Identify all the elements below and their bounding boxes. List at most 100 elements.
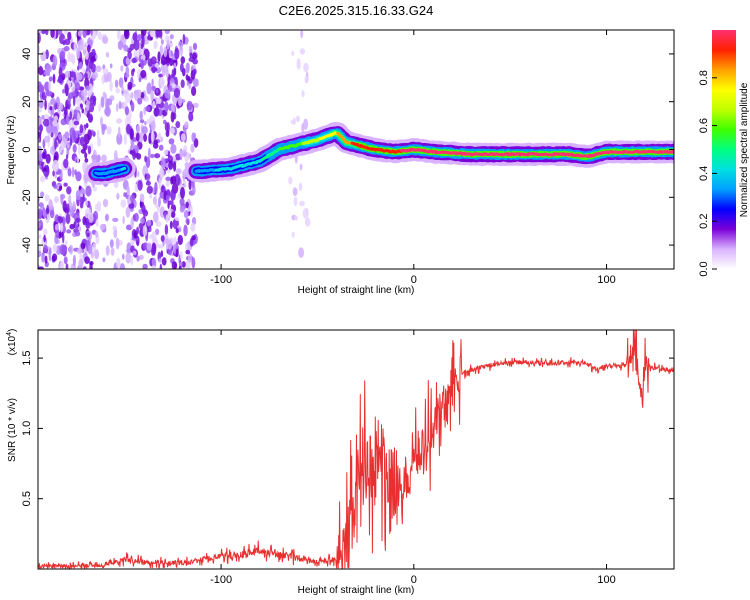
snr-x-tick-label: 0 bbox=[411, 574, 417, 586]
snr-ticks: -100 0 100 0.5 1.0 1.5 bbox=[21, 330, 674, 586]
spectrogram-noise-cell bbox=[303, 62, 309, 73]
spectrogram-noise-cell bbox=[146, 242, 152, 251]
spectrogram-noise-cell bbox=[53, 115, 59, 122]
spectrogram-noise-cell bbox=[165, 130, 170, 138]
spectrogram-noise-cell bbox=[140, 58, 145, 70]
spectrogram-noise-cell bbox=[120, 199, 127, 208]
spectrogram-noise-cell bbox=[183, 180, 187, 189]
spectrogram-noise-cell bbox=[116, 30, 121, 41]
spectrogram-noise-cell bbox=[124, 106, 129, 116]
spectrogram-noise-cell bbox=[170, 111, 175, 123]
spectrogram-noise-cell bbox=[173, 87, 181, 99]
spectrogram-noise-cell bbox=[304, 217, 311, 227]
spectrogram-noise-cell bbox=[292, 187, 298, 197]
spec-y-tick-label: -20 bbox=[21, 189, 33, 205]
spectrogram-noise-cell bbox=[185, 201, 189, 209]
spec-y-tick-label: 20 bbox=[21, 96, 33, 108]
spectrogram-noise-cell bbox=[85, 200, 88, 207]
spectrogram-noise-cell bbox=[81, 89, 88, 97]
colorbar-tick-label: 0.6 bbox=[698, 118, 710, 133]
spectrogram-noise-cell bbox=[82, 216, 87, 226]
spectrogram-noise-cell bbox=[150, 89, 154, 102]
spectrogram-noise-cell bbox=[135, 132, 140, 142]
spectrogram-noise-cell bbox=[143, 39, 149, 45]
spectrogram-noise-cell bbox=[102, 198, 109, 208]
spectrogram-noise-cell bbox=[41, 88, 45, 94]
spectrogram-noise-cell bbox=[151, 66, 158, 72]
spectrogram-noise-cell bbox=[50, 98, 56, 105]
spectrogram-noise-cell bbox=[140, 48, 144, 54]
spectrogram-noise-cell bbox=[46, 124, 53, 134]
spectrogram-noise-cell bbox=[63, 30, 68, 35]
spectrogram-noise-cell bbox=[69, 223, 75, 230]
spectrogram-noise-cell bbox=[158, 144, 164, 151]
spectrogram-noise-cell bbox=[293, 196, 298, 207]
spectrogram-noise-cell bbox=[187, 253, 193, 263]
spectrogram-noise-cell bbox=[180, 62, 184, 73]
spectrogram-noise-cell bbox=[54, 137, 57, 150]
spectrogram-noise-cell bbox=[184, 121, 189, 129]
spectrogram-noise-cell bbox=[160, 250, 164, 258]
spectrogram-noise-cell bbox=[180, 251, 183, 260]
chart-title: C2E6.2025.315.16.33.G24 bbox=[279, 3, 434, 18]
spectrogram-noise-cell bbox=[102, 64, 106, 70]
spectrogram-noise-cell bbox=[171, 211, 176, 219]
spectrogram-noise-cell bbox=[106, 98, 113, 106]
spectrogram-noise-cell bbox=[299, 163, 303, 171]
snr-y-multiplier-base: (x10 bbox=[7, 335, 18, 355]
spectrogram-noise-cell bbox=[175, 168, 182, 175]
spectrogram-noise-cell bbox=[85, 99, 90, 112]
spectrogram-noise-cell bbox=[167, 208, 172, 219]
snr-y-axis-label: SNR (10 * v/v) bbox=[7, 398, 18, 462]
spectrogram-noise-cell bbox=[77, 144, 81, 156]
spectrogram-noise-cell bbox=[303, 118, 308, 131]
spectrogram-noise-cell bbox=[126, 185, 130, 196]
spectrogram-noise-cell bbox=[106, 71, 112, 82]
spectrogram-noise-cell bbox=[116, 133, 123, 145]
spectrogram-noise-cell bbox=[105, 52, 110, 58]
spectrogram-noise-cell bbox=[60, 194, 64, 205]
spec-y-tick-label: 0 bbox=[21, 146, 33, 152]
spectrogram-noise-cell bbox=[76, 47, 80, 59]
spectrogram-noise-cell bbox=[168, 49, 172, 59]
spectrogram-noise-cell bbox=[177, 96, 183, 107]
spectrogram-noise-cell bbox=[64, 38, 71, 46]
spectrogram-noise-cell bbox=[43, 167, 47, 172]
spectrogram-noise-cell bbox=[132, 32, 138, 41]
spectrogram-noise-cell bbox=[110, 247, 115, 256]
spectrogram-noise-cell bbox=[82, 68, 86, 74]
spectrogram-noise-cell bbox=[180, 79, 185, 88]
spectrogram-noise-cell bbox=[139, 110, 143, 121]
spectrogram-noise-cell bbox=[136, 226, 140, 235]
spectrogram-noise-cell bbox=[80, 136, 85, 147]
spectrogram-noise-cell bbox=[75, 130, 79, 139]
spectrogram-noise-cell bbox=[296, 58, 301, 70]
spectrogram-noise-cell bbox=[64, 83, 69, 91]
spectrogram-noise-cell bbox=[192, 68, 197, 75]
spectrogram-noise-cell bbox=[83, 72, 88, 80]
spectrogram-noise-cell bbox=[41, 30, 46, 35]
spectrogram-noise-cell bbox=[295, 115, 300, 123]
spectrogram-noise-cell bbox=[65, 263, 69, 269]
spectrogram-noise-cell bbox=[156, 98, 162, 105]
spectrogram-noise-cell bbox=[170, 188, 176, 201]
spectrogram-noise-cell bbox=[39, 202, 45, 209]
spectrogram-noise-cell bbox=[131, 69, 135, 77]
spectrogram-noise-cell bbox=[41, 253, 45, 263]
spectrogram-noise-cell bbox=[182, 33, 186, 45]
spectrogram-noise-cell bbox=[180, 186, 185, 199]
spectrogram-noise-cell bbox=[186, 100, 193, 111]
spectrogram-noise-cell bbox=[105, 245, 110, 256]
snr-y-tick-label: 0.5 bbox=[21, 491, 33, 506]
spectrogram-noise-cell bbox=[75, 217, 81, 223]
spectrogram-noise-cell bbox=[91, 48, 96, 58]
spectrogram-noise-cell bbox=[106, 126, 112, 135]
spectrogram-noise-cell bbox=[119, 263, 126, 269]
spectrogram-noise-cell bbox=[62, 200, 67, 212]
spectrogram-noise-cell bbox=[99, 223, 106, 231]
spectrogram-noise-cell bbox=[191, 257, 196, 269]
spectrogram-noise-cell bbox=[67, 31, 72, 41]
spectrogram-noise-cell bbox=[43, 135, 51, 143]
spectrogram-noise-cell bbox=[93, 210, 99, 221]
spectrogram-noise-cell bbox=[185, 218, 190, 224]
